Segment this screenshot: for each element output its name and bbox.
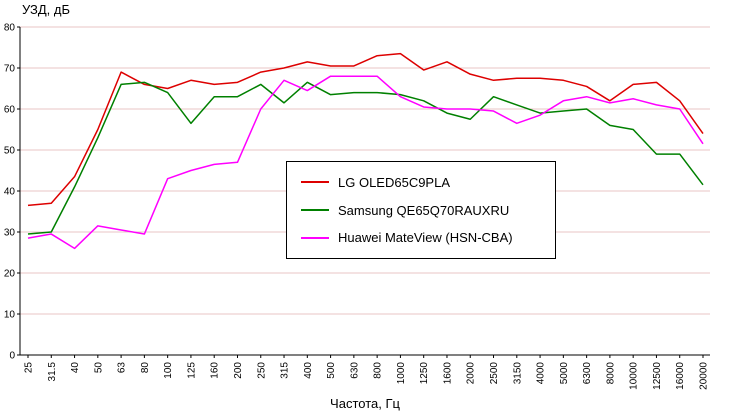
x-tick-label: 50 bbox=[93, 362, 104, 374]
legend-label-huawei: Huawei MateView (HSN-CBA) bbox=[338, 230, 513, 246]
x-tick-label: 630 bbox=[349, 362, 360, 379]
x-tick-label: 160 bbox=[210, 362, 221, 379]
x-tick-label: 250 bbox=[256, 362, 267, 379]
legend: LG OLED65C9PLA Samsung QE65Q70RAUXRU Hua… bbox=[286, 161, 556, 259]
x-tick-label: 2500 bbox=[489, 362, 500, 385]
legend-item-samsung: Samsung QE65Q70RAUXRU bbox=[301, 203, 555, 218]
x-tick-label: 2000 bbox=[466, 362, 477, 385]
x-tick-label: 31.5 bbox=[47, 362, 58, 382]
x-tick-label: 1000 bbox=[396, 362, 407, 385]
y-tick-label: 50 bbox=[4, 146, 16, 157]
x-tick-label: 4000 bbox=[536, 362, 547, 385]
x-tick-label: 16000 bbox=[675, 362, 686, 390]
x-tick-label: 400 bbox=[303, 362, 314, 379]
y-tick-label: 0 bbox=[9, 351, 15, 362]
y-tick-label: 60 bbox=[4, 105, 16, 116]
legend-line-swatch-samsung bbox=[301, 209, 329, 211]
legend-item-lg: LG OLED65C9PLA bbox=[301, 175, 555, 190]
x-tick-label: 125 bbox=[186, 362, 197, 379]
x-tick-label: 20000 bbox=[699, 362, 710, 390]
x-axis-title: Частота, Гц bbox=[330, 396, 400, 411]
x-tick-label: 40 bbox=[70, 362, 81, 374]
x-tick-label: 6300 bbox=[582, 362, 593, 385]
x-tick-label: 8000 bbox=[605, 362, 616, 385]
x-tick-label: 1600 bbox=[442, 362, 453, 385]
x-tick-label: 200 bbox=[233, 362, 244, 379]
x-tick-label: 80 bbox=[140, 362, 151, 374]
series-line-1 bbox=[27, 81, 704, 235]
y-tick-label: 40 bbox=[4, 187, 16, 198]
y-tick-label: 30 bbox=[4, 228, 16, 239]
tick-labels: 0 10 20 30 40 50 60 70 80 25 31.5 40 50 63 80 100 125 160… bbox=[4, 23, 710, 390]
x-tick-label: 63 bbox=[117, 362, 128, 374]
x-tick-label: 315 bbox=[280, 362, 291, 379]
x-tick-label: 5000 bbox=[559, 362, 570, 385]
legend-item-huawei: Huawei MateView (HSN-CBA) bbox=[301, 230, 555, 245]
legend-line-swatch-huawei bbox=[301, 236, 329, 239]
x-tick-label: 25 bbox=[24, 362, 35, 374]
y-tick-label: 80 bbox=[4, 23, 16, 34]
x-tick-label: 100 bbox=[163, 362, 174, 379]
y-tick-label: 20 bbox=[4, 269, 16, 280]
legend-label-samsung: Samsung QE65Q70RAUXRU bbox=[338, 202, 510, 218]
x-tick-label: 500 bbox=[326, 362, 337, 379]
series-lines bbox=[27, 52, 704, 250]
axes bbox=[17, 26, 710, 358]
y-tick-label: 70 bbox=[4, 64, 16, 75]
x-tick-label: 12500 bbox=[652, 362, 663, 390]
x-tick-label: 1250 bbox=[419, 362, 430, 385]
x-tick-label: 3150 bbox=[512, 362, 523, 385]
series-line-2 bbox=[27, 75, 704, 250]
y-tick-label: 10 bbox=[4, 310, 16, 321]
legend-label-lg: LG OLED65C9PLA bbox=[338, 174, 451, 190]
y-axis-title: УЗД, дБ bbox=[22, 2, 70, 17]
x-tick-label: 10000 bbox=[629, 362, 640, 390]
legend-line-swatch-lg bbox=[301, 181, 329, 184]
x-tick-label: 800 bbox=[373, 362, 384, 379]
